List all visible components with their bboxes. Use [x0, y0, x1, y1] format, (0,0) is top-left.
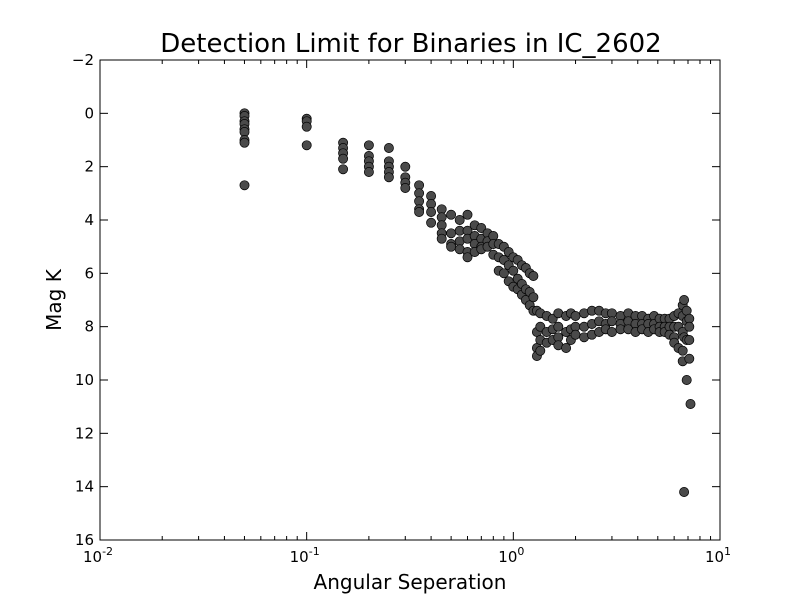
data-point [446, 241, 457, 252]
x-axis-title: Angular Seperation [314, 570, 507, 594]
data-point [462, 209, 473, 220]
y-tick-label: 14 [75, 478, 94, 496]
data-point [426, 207, 437, 217]
data-point [681, 375, 692, 385]
data-point [239, 180, 250, 191]
data-point [685, 399, 696, 409]
y-axis-title: Mag K [42, 268, 66, 331]
data-point [436, 233, 447, 244]
x-tick-label: 101 [705, 545, 731, 566]
data-point [338, 153, 349, 164]
data-point [400, 183, 411, 193]
y-tick-label: 0 [84, 104, 94, 122]
data-point [679, 487, 690, 497]
y-tick-label: 16 [75, 531, 94, 549]
data-point [400, 161, 411, 172]
points-layer [239, 108, 696, 497]
data-point [570, 329, 581, 340]
y-tick-label: 4 [84, 211, 94, 229]
y-tick-label: 10 [75, 371, 94, 389]
data-point [553, 321, 564, 332]
data-point [414, 207, 425, 217]
data-point [301, 140, 312, 151]
data-point [239, 137, 250, 148]
data-point [684, 353, 695, 364]
x-tick-label: 100 [498, 545, 524, 566]
y-tick-label: 8 [84, 318, 94, 336]
data-point [679, 295, 690, 305]
data-point [446, 209, 457, 220]
data-point [462, 252, 473, 263]
data-point [606, 327, 617, 337]
data-point [426, 217, 437, 228]
data-point [363, 167, 374, 177]
data-point [570, 311, 581, 321]
y-tick-label: 12 [75, 424, 94, 442]
y-tick-label: 6 [84, 264, 94, 282]
y-tick-label: −2 [72, 51, 94, 69]
data-point [677, 345, 688, 356]
data-point [528, 292, 539, 303]
chart-title: Detection Limit for Binaries in IC_2602 [160, 29, 661, 59]
data-point [606, 316, 617, 327]
data-point [383, 143, 394, 153]
y-tick-label: 2 [84, 158, 94, 176]
data-point [528, 271, 539, 281]
data-point [446, 228, 457, 239]
data-point [383, 172, 394, 183]
data-point [684, 335, 695, 345]
data-point [535, 321, 546, 332]
data-point [684, 321, 695, 332]
data-point [338, 164, 349, 175]
data-point [454, 215, 465, 225]
x-tick-label: 10-2 [83, 545, 113, 566]
data-point [561, 343, 572, 353]
data-point [363, 140, 374, 151]
plot-frame [99, 59, 721, 541]
ticks-layer: 10-2 10-1 100 101 −2 0 2 4 6 8 10 12 14 16 [72, 51, 731, 566]
x-tick-label: 10-1 [290, 545, 320, 566]
data-point [498, 268, 509, 279]
data-point [535, 345, 546, 356]
data-point [508, 265, 519, 276]
data-point [301, 121, 312, 132]
